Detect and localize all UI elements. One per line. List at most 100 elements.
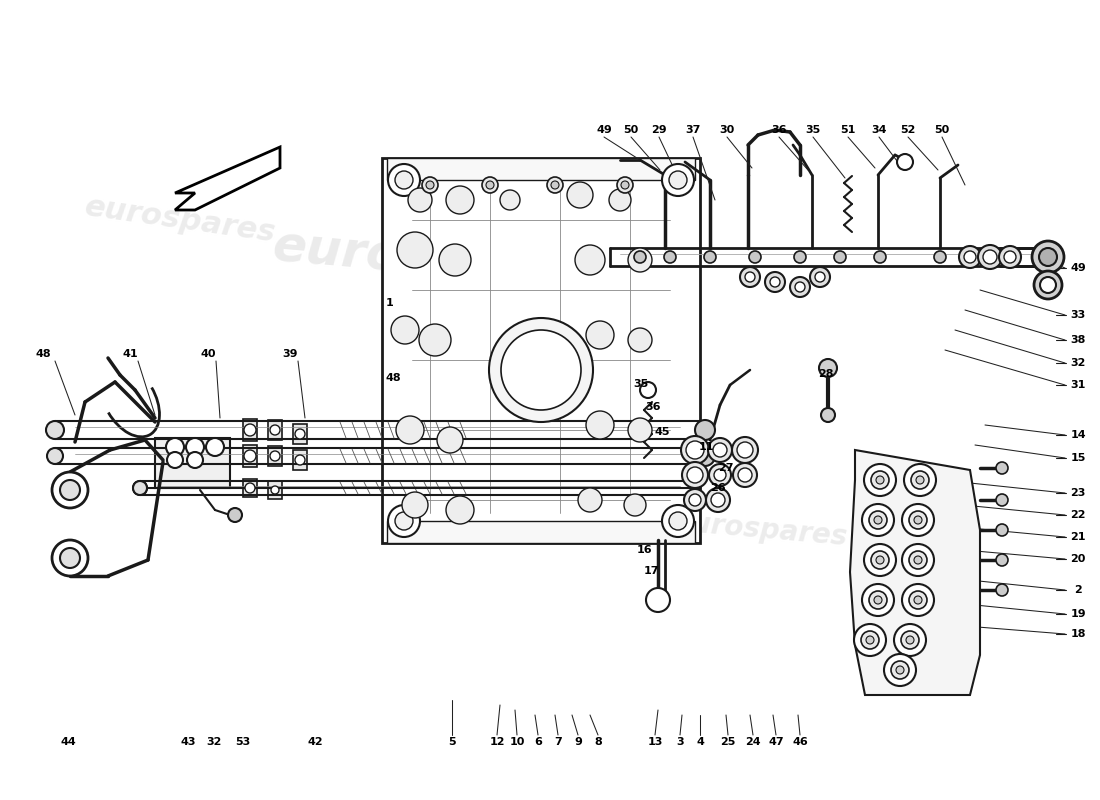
Circle shape	[1034, 271, 1062, 299]
Text: 28: 28	[818, 369, 834, 379]
Circle shape	[810, 267, 830, 287]
Bar	[387, 158, 695, 180]
Circle shape	[710, 464, 732, 486]
Text: 47: 47	[768, 737, 784, 747]
Text: 18: 18	[1070, 629, 1086, 639]
Circle shape	[500, 190, 520, 210]
Circle shape	[790, 277, 810, 297]
Text: 7: 7	[554, 737, 562, 747]
Circle shape	[669, 171, 688, 189]
Text: 33: 33	[1070, 310, 1086, 320]
Bar	[155, 438, 230, 488]
Circle shape	[490, 318, 593, 422]
Circle shape	[586, 411, 614, 439]
Bar	[293, 450, 307, 470]
Circle shape	[244, 424, 256, 436]
Circle shape	[815, 272, 825, 282]
Circle shape	[426, 181, 434, 189]
Circle shape	[664, 251, 676, 263]
Circle shape	[864, 464, 896, 496]
Circle shape	[681, 436, 710, 464]
Text: 20: 20	[1070, 554, 1086, 564]
Circle shape	[245, 483, 255, 493]
Circle shape	[834, 251, 846, 263]
Circle shape	[446, 496, 474, 524]
Circle shape	[166, 438, 184, 456]
Text: 36: 36	[646, 402, 661, 412]
Circle shape	[60, 548, 80, 568]
Text: 50: 50	[934, 125, 949, 135]
Text: 10: 10	[509, 737, 525, 747]
Circle shape	[688, 467, 703, 483]
Text: 43: 43	[180, 737, 196, 747]
Text: 37: 37	[685, 125, 701, 135]
Circle shape	[669, 512, 688, 530]
Bar	[382, 158, 700, 543]
Circle shape	[906, 636, 914, 644]
Text: 19: 19	[1070, 609, 1086, 619]
Circle shape	[871, 471, 889, 489]
Circle shape	[271, 486, 279, 494]
Circle shape	[876, 476, 884, 484]
Circle shape	[916, 476, 924, 484]
Circle shape	[446, 186, 474, 214]
Circle shape	[745, 272, 755, 282]
Circle shape	[869, 511, 887, 529]
Circle shape	[964, 251, 976, 263]
Circle shape	[206, 438, 224, 456]
Circle shape	[437, 427, 463, 453]
Circle shape	[295, 455, 305, 465]
Circle shape	[732, 437, 758, 463]
Circle shape	[1032, 241, 1064, 273]
Circle shape	[820, 359, 837, 377]
Text: 36: 36	[771, 125, 786, 135]
Circle shape	[228, 508, 242, 522]
Circle shape	[439, 244, 471, 276]
Text: 39: 39	[283, 349, 298, 359]
Circle shape	[896, 666, 904, 674]
Circle shape	[902, 544, 934, 576]
Circle shape	[862, 584, 894, 616]
Circle shape	[876, 556, 884, 564]
Circle shape	[646, 588, 670, 612]
Text: eurospares: eurospares	[271, 222, 590, 298]
Circle shape	[390, 316, 419, 344]
Circle shape	[911, 471, 930, 489]
Circle shape	[52, 472, 88, 508]
Text: 12: 12	[490, 737, 505, 747]
Circle shape	[909, 591, 927, 609]
Text: 5: 5	[448, 737, 455, 747]
Text: 32: 32	[207, 737, 222, 747]
Text: 14: 14	[1070, 430, 1086, 440]
Text: 6: 6	[535, 737, 542, 747]
Text: 31: 31	[1070, 380, 1086, 390]
Circle shape	[861, 631, 879, 649]
Circle shape	[770, 277, 780, 287]
Circle shape	[934, 251, 946, 263]
Circle shape	[186, 438, 204, 456]
Circle shape	[1040, 248, 1057, 266]
Circle shape	[909, 551, 927, 569]
Circle shape	[901, 631, 918, 649]
Text: 4: 4	[696, 737, 704, 747]
Text: 2: 2	[1074, 585, 1082, 595]
Circle shape	[695, 446, 715, 466]
Polygon shape	[850, 450, 980, 695]
Text: 3: 3	[676, 737, 684, 747]
Circle shape	[244, 450, 256, 462]
Circle shape	[714, 469, 726, 481]
Circle shape	[617, 177, 632, 193]
Circle shape	[482, 177, 498, 193]
Circle shape	[167, 452, 183, 468]
Circle shape	[500, 330, 581, 410]
Circle shape	[874, 251, 886, 263]
Text: 35: 35	[805, 125, 821, 135]
Text: 13: 13	[647, 737, 662, 747]
Circle shape	[566, 182, 593, 208]
Circle shape	[708, 438, 732, 462]
Text: eurospares: eurospares	[82, 192, 277, 248]
Text: 32: 32	[1070, 358, 1086, 368]
Circle shape	[388, 164, 420, 196]
Text: 29: 29	[651, 125, 667, 135]
Circle shape	[628, 328, 652, 352]
